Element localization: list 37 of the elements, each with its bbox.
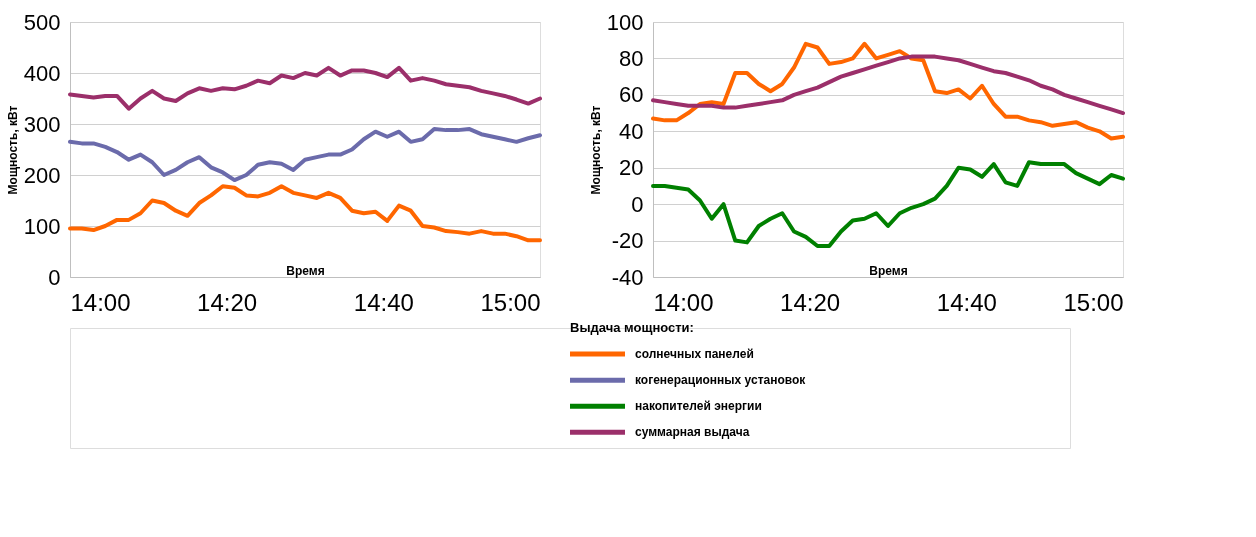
y-tick-label: 0	[48, 264, 61, 290]
line-series	[68, 65, 542, 111]
x-axis-title: Время	[286, 263, 325, 278]
y-tick-label: 500	[23, 9, 61, 35]
y-tick-label: 0	[631, 191, 644, 217]
line-series	[651, 54, 1125, 116]
y-tick-label: 300	[23, 111, 61, 137]
y-axis-title: Мощность, кВт	[588, 105, 603, 195]
legend-label: солнечных панелей	[635, 347, 754, 362]
y-tick-label: 100	[606, 9, 644, 35]
x-tick-label: 14:20	[780, 288, 841, 316]
y-tick-label: 400	[23, 60, 61, 86]
x-tick-label: 14:00	[653, 288, 714, 316]
y-tick-label: 40	[619, 118, 644, 144]
legend-label: суммарная выдача	[635, 425, 750, 440]
x-tick-label: 14:00	[70, 288, 131, 316]
y-tick-label: -40	[611, 264, 644, 290]
x-tick-label: 14:40	[936, 288, 997, 316]
legend-title: Выдача мощности:	[570, 320, 694, 335]
y-tick-label: 20	[619, 155, 644, 181]
x-tick-label: 15:00	[1063, 288, 1124, 316]
legend-label: накопителей энергии	[635, 399, 762, 414]
y-tick-label: 100	[23, 213, 61, 239]
y-tick-label: 80	[619, 45, 644, 71]
line-series	[651, 41, 1125, 141]
line-series	[68, 127, 542, 183]
x-tick-label: 14:20	[197, 288, 258, 316]
y-axis-title: Мощность, кВт	[5, 105, 20, 195]
x-tick-label: 15:00	[480, 288, 541, 316]
line-series	[651, 160, 1125, 249]
x-tick-label: 14:40	[353, 288, 414, 316]
legend-label: когенерационных установок	[635, 373, 807, 388]
x-axis-title: Время	[869, 263, 908, 278]
y-tick-label: 200	[23, 162, 61, 188]
y-tick-label: 60	[619, 82, 644, 108]
line-series	[68, 184, 542, 243]
y-tick-label: -20	[611, 228, 644, 254]
